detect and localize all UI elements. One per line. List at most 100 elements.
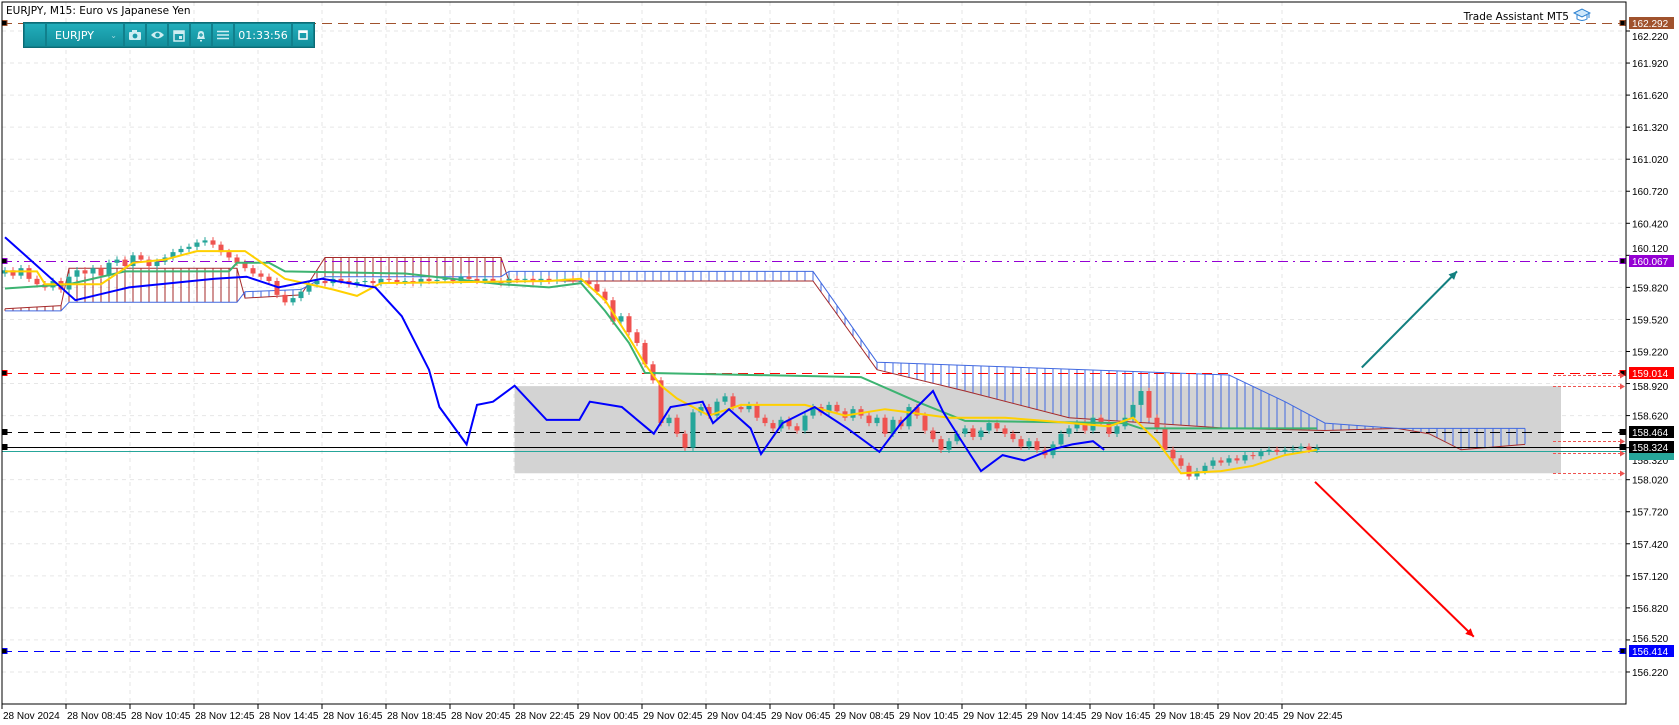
plot-border	[1, 1, 1627, 705]
candle-bull	[378, 278, 384, 284]
candle-bull	[194, 242, 200, 247]
candle-bull	[314, 280, 320, 285]
candle-bull	[434, 279, 440, 281]
x-tick-label: 29 Nov 10:45	[899, 711, 959, 722]
candle-bull	[1210, 460, 1216, 466]
candle-bull	[1258, 451, 1264, 457]
candle-bull	[690, 412, 696, 448]
candle-bull	[722, 396, 728, 402]
candle-bear	[1146, 391, 1152, 418]
candle-bull	[1202, 465, 1208, 472]
candle-bear	[82, 270, 88, 274]
candle-bull	[1242, 455, 1248, 461]
calendar-button[interactable]	[169, 24, 189, 46]
candle-bear	[10, 270, 16, 276]
camera-icon	[129, 30, 141, 40]
level-handle-left[interactable]	[1, 648, 8, 654]
trend-arrow-line[interactable]	[1314, 481, 1475, 638]
candle-bull	[746, 404, 752, 410]
candle-bull	[522, 278, 528, 280]
visibility-button[interactable]	[147, 24, 167, 46]
candle-bear	[1098, 417, 1104, 424]
candle-bull	[962, 428, 968, 434]
candle-bull	[666, 417, 672, 424]
bell-plus-icon	[197, 30, 205, 41]
candle-bull	[946, 441, 952, 450]
y-tick-label: 160.120	[1632, 244, 1669, 255]
level-price-label: 156.414	[1632, 647, 1669, 658]
candle-bear	[786, 419, 792, 427]
x-tick-label: 29 Nov 16:45	[1091, 711, 1151, 722]
x-tick-label: 29 Nov 04:45	[707, 711, 767, 722]
candle-bull	[178, 248, 184, 253]
candle-bull	[170, 252, 176, 258]
level-handle-right[interactable]	[1619, 258, 1626, 264]
level-handle-right[interactable]	[1619, 648, 1626, 654]
level-handle-left[interactable]	[1, 258, 8, 264]
level-handle-left[interactable]	[1, 20, 8, 26]
range-zone[interactable]	[514, 386, 1561, 474]
candle-bear	[914, 407, 920, 416]
arrow-head-icon	[1448, 271, 1457, 280]
candle-bear	[258, 273, 264, 277]
y-tick-label: 161.620	[1632, 91, 1669, 102]
candle-bear	[546, 278, 552, 281]
candle-bear	[674, 417, 680, 434]
candle-bull	[978, 430, 984, 437]
candle-bear	[370, 280, 376, 284]
level-handle-left[interactable]	[1, 429, 8, 435]
candle-bear	[842, 411, 848, 418]
candle-bull	[402, 280, 408, 283]
x-tick-label: 29 Nov 12:45	[963, 711, 1023, 722]
candle-bull	[1298, 446, 1304, 449]
calendar-icon	[173, 29, 185, 42]
x-tick-label: 28 Nov 20:45	[451, 711, 511, 722]
senkou-span-b-line	[5, 270, 1525, 429]
candle-bear	[1170, 449, 1176, 459]
candle-bear	[450, 278, 456, 281]
alert-button[interactable]	[191, 24, 211, 46]
candle-bear	[426, 278, 432, 281]
candle-bear	[146, 259, 152, 267]
symbol-dropdown[interactable]: EURJPY ⌄	[47, 24, 123, 46]
candle-bull	[418, 278, 424, 284]
candle-bull	[186, 246, 192, 249]
level-price-label: 159.014	[1632, 369, 1669, 380]
x-tick-label: 28 Nov 08:45	[67, 711, 127, 722]
candle-bear	[762, 417, 768, 424]
level-handle-left[interactable]	[1, 370, 8, 376]
screenshot-button[interactable]	[125, 24, 145, 46]
candle-bear	[602, 291, 608, 301]
level-handle-right[interactable]	[1619, 444, 1626, 450]
y-tick-label: 156.820	[1632, 604, 1669, 615]
candle-bear	[930, 430, 936, 440]
candle-bull	[1194, 471, 1200, 477]
candle-bear	[1162, 428, 1168, 450]
y-tick-label: 156.520	[1632, 634, 1669, 645]
graduation-cap-icon[interactable]	[1572, 8, 1592, 25]
trend-arrow-line[interactable]	[1361, 270, 1458, 369]
candle-bull	[1122, 417, 1128, 427]
restore-window-button[interactable]	[293, 24, 313, 46]
candle-bull	[130, 255, 136, 267]
candle-bull	[618, 316, 624, 322]
candle-bull	[1138, 391, 1144, 405]
candle-bull	[826, 404, 832, 413]
level-price-label: 158.464	[1632, 428, 1669, 439]
candle-bull	[306, 284, 312, 292]
menu-button[interactable]	[213, 24, 233, 46]
x-tick-label: 28 Nov 16:45	[323, 711, 383, 722]
x-tick-label: 29 Nov 14:45	[1027, 711, 1087, 722]
panel-toggle-button[interactable]	[25, 24, 45, 46]
candle-bull	[362, 280, 368, 283]
level-handle-right[interactable]	[1619, 20, 1626, 26]
chikou-span-line	[4, 236, 1105, 473]
candle-bear	[1234, 458, 1240, 461]
brand: Trade Assistant MT5	[1464, 8, 1592, 25]
menu-icon	[217, 30, 229, 40]
restore-window-icon	[298, 30, 308, 40]
x-tick-label: 28 Nov 14:45	[259, 711, 319, 722]
level-handle-right[interactable]	[1619, 429, 1626, 435]
level-handle-left[interactable]	[1, 444, 8, 450]
